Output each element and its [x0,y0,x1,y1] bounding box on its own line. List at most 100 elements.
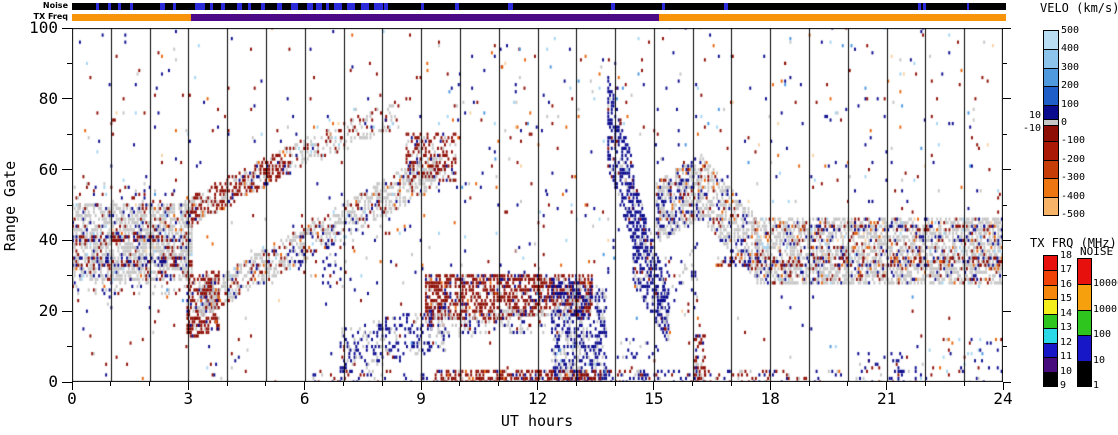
x-axis-title: UT hours [500,412,574,430]
txfreq-strip-segment [190,14,659,21]
y-right-major-tick [1003,239,1011,241]
y-tick-label: 100 [29,18,58,37]
colorbar-segment [1044,256,1057,271]
colorbar-segment [1044,123,1058,142]
x-major-tick [187,382,189,390]
colorbar-label: 0 [1061,117,1068,128]
y-tick-label: 60 [38,159,58,179]
x-minor-tick [381,382,383,386]
noise-strip-mark [290,3,298,10]
noise-strip-mark [160,3,166,10]
x-tick-label: 15 [644,389,664,408]
colorbar-divider [1044,371,1057,373]
txfreq-strip-segment [658,14,1006,21]
y-right-minor-tick [1003,133,1007,135]
colorbar-segment [1044,196,1058,215]
noise-strip-mark [130,3,134,10]
x-minor-tick [265,382,267,386]
colorbar-label: 15 [1060,293,1073,305]
noise-strip-mark [195,3,206,10]
noise-strip-mark [507,3,513,10]
colorbar-segment [1044,86,1058,105]
x-minor-tick [459,382,461,386]
colorbar-label: 9 [1060,380,1067,391]
y-right-major-tick [1003,381,1011,383]
y-right-minor-tick [1003,62,1007,64]
colorbar-label: 200 [1061,80,1080,92]
colorbar-divider [1044,299,1057,301]
colorbar-segment [1078,335,1091,361]
x-major-tick [537,382,538,390]
y-axis-title: Range Gate [1,160,19,252]
colorbar-divider [1078,284,1091,286]
noise-strip-mark [333,3,343,10]
y-right-major-tick [1003,98,1011,100]
y-major-tick [62,381,72,383]
velo-minus10-label: -10 [1022,123,1041,134]
colorbar-label: 12 [1060,336,1073,348]
x-minor-tick [575,382,577,386]
x-minor-tick [963,382,965,386]
x-major-tick [769,382,771,390]
colorbar-label: -400 [1061,190,1086,202]
y-major-tick [62,27,72,29]
colorbar-segment [1044,342,1057,358]
colorbar-label: 500 [1061,25,1080,36]
x-major-tick [420,382,422,390]
colorbar-label: 300 [1061,61,1080,73]
noise-colorbar [1077,258,1092,387]
colorbar-label: 10 [1060,365,1073,377]
colorbar-segment [1044,104,1058,123]
noise-strip-mark [918,3,922,10]
noise-strip-label: Noise [42,1,68,10]
colorbar-segment [1044,141,1058,160]
noise-strip-mark [967,3,970,10]
colorbar-label: 14 [1060,307,1073,319]
txfrq-colorbar-title: TX FRQ (MHz) [1030,236,1117,250]
colorbar-label: 13 [1060,322,1073,334]
noise-strip-mark [210,3,214,10]
y-tick-label: 40 [38,230,58,250]
colorbar-segment [1044,270,1057,285]
colorbar-label: -100 [1061,135,1086,147]
colorbar-segment [1044,313,1057,329]
x-tick-label: 3 [183,389,194,408]
txfreq-strip-label: TX Freq [33,12,68,21]
txfrq-colorbar [1043,255,1058,387]
x-major-tick [71,382,73,390]
y-major-tick [62,169,72,171]
colorbar-divider [1044,328,1057,330]
noise-strip-mark [108,3,111,10]
velo-plus10-label: 10 [1028,110,1041,121]
colorbar-segment [1078,360,1091,386]
rti-heatmap-canvas [72,28,1003,382]
colorbar-label: -300 [1061,172,1086,184]
colorbar-divider [1078,335,1091,337]
y-right-minor-tick [1003,346,1007,348]
noise-strip-mark [360,3,369,10]
x-minor-tick [226,382,228,386]
x-tick-label: 18 [760,389,780,408]
x-minor-tick [110,382,112,386]
y-tick-label: 0 [48,372,58,391]
noise-strip-mark [383,3,388,10]
y-major-tick [62,239,72,241]
noise-strip-mark [316,3,322,10]
colorbar-segment [1078,284,1091,310]
colorbar-divider [1044,196,1058,198]
x-tick-label: 6 [299,389,310,408]
colorbar-divider [1044,313,1057,315]
colorbar-divider [1044,284,1057,286]
colorbar-segment [1044,357,1057,372]
colorbar-label: 10 [1093,354,1106,366]
noise-strip-mark [661,3,666,10]
x-minor-tick [614,382,616,386]
colorbar-label: 16 [1060,278,1073,290]
x-tick-label: 12 [527,389,548,408]
y-minor-tick [67,62,72,64]
noise-strip-mark [373,3,383,10]
noise-strip-mark [455,3,460,10]
colorbar-divider [1078,309,1091,311]
